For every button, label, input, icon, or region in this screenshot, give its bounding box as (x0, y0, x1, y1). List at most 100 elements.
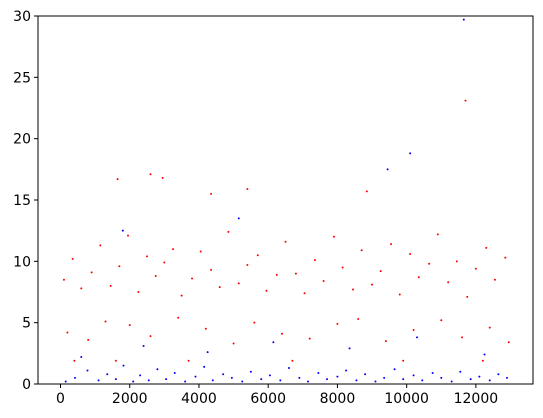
data-point-series-1 (172, 248, 174, 251)
y-tick-label: 0 (22, 377, 31, 393)
data-point-series-0 (469, 378, 472, 381)
data-points (62, 18, 510, 383)
data-point-series-1 (455, 260, 458, 263)
data-point-series-0 (459, 370, 462, 373)
data-point-series-1 (118, 265, 121, 268)
data-point-series-1 (146, 255, 149, 258)
data-point-series-1 (384, 340, 387, 343)
data-point-series-1 (409, 252, 412, 255)
data-point-series-0 (114, 378, 117, 381)
data-point-series-0 (307, 380, 309, 383)
data-point-series-1 (481, 359, 484, 362)
data-point-series-0 (222, 373, 225, 376)
data-point-series-1 (464, 99, 467, 102)
data-point-series-0 (272, 341, 275, 344)
data-point-series-0 (132, 380, 135, 383)
data-point-series-0 (86, 369, 89, 372)
x-tick-label: 8000 (320, 391, 356, 407)
x-tick-label: 10000 (384, 391, 429, 407)
data-point-series-0 (106, 373, 109, 376)
data-point-series-1 (485, 246, 488, 249)
data-point-series-1 (294, 272, 297, 275)
data-point-series-0 (450, 380, 453, 383)
data-point-series-1 (109, 284, 112, 287)
data-point-series-1 (291, 359, 294, 362)
data-point-series-1 (379, 270, 382, 273)
data-point-series-1 (210, 192, 213, 195)
x-tick-label: 12000 (454, 391, 499, 407)
data-point-series-1 (474, 267, 477, 270)
data-point-series-0 (165, 378, 168, 381)
data-point-series-1 (322, 279, 325, 282)
data-point-series-1 (161, 176, 164, 179)
data-point-series-1 (253, 321, 256, 324)
data-point-series-0 (74, 376, 77, 379)
data-point-series-1 (149, 173, 152, 176)
data-point-series-0 (336, 375, 339, 378)
data-point-series-0 (409, 152, 412, 155)
data-point-series-1 (204, 327, 207, 330)
data-point-series-1 (493, 278, 496, 281)
data-point-series-0 (80, 356, 83, 359)
data-point-series-1 (80, 287, 83, 290)
data-point-series-1 (237, 282, 240, 285)
y-axis: 0 5 10 15 20 25 30 (13, 9, 38, 393)
data-point-series-0 (260, 378, 263, 381)
data-point-series-0 (416, 336, 419, 339)
data-point-series-1 (488, 326, 491, 329)
data-point-series-0 (268, 374, 271, 377)
data-point-series-0 (348, 347, 351, 350)
data-point-series-1 (360, 249, 363, 252)
data-point-series-0 (483, 353, 486, 356)
data-point-series-0 (298, 376, 301, 379)
data-point-series-0 (317, 371, 320, 374)
y-tick-label: 25 (13, 70, 31, 86)
data-point-series-1 (199, 250, 202, 253)
data-point-series-0 (402, 378, 405, 381)
data-point-series-0 (203, 365, 206, 368)
data-point-series-1 (177, 316, 180, 319)
data-point-series-0 (139, 374, 142, 377)
data-point-series-1 (90, 271, 93, 274)
data-point-series-1 (256, 254, 259, 257)
data-point-series-0 (249, 370, 252, 373)
data-point-series-1 (116, 178, 119, 181)
data-point-series-0 (173, 371, 176, 374)
data-point-series-0 (355, 379, 358, 382)
x-tick-label: 6000 (250, 391, 286, 407)
data-point-series-1 (357, 317, 360, 320)
data-point-series-0 (440, 376, 443, 379)
data-point-series-1 (275, 273, 278, 276)
data-point-series-1 (163, 261, 166, 264)
data-point-series-1 (87, 338, 90, 341)
data-point-series-1 (507, 341, 510, 344)
x-axis: 0 2000 4000 6000 8000 10000 12000 (56, 384, 498, 407)
data-point-series-0 (121, 229, 124, 232)
data-point-series-0 (431, 371, 434, 374)
data-point-series-0 (184, 380, 187, 383)
data-point-series-1 (210, 268, 213, 271)
data-point-series-1 (127, 234, 129, 237)
y-tick-label: 30 (13, 9, 31, 25)
data-point-series-1 (365, 190, 368, 193)
data-point-series-0 (364, 373, 367, 376)
data-point-series-1 (71, 257, 74, 260)
data-point-series-1 (137, 291, 140, 293)
plot-background (38, 16, 533, 384)
data-point-series-1 (227, 230, 230, 233)
data-point-series-0 (147, 379, 150, 382)
x-tick-label: 2000 (112, 391, 148, 407)
data-point-series-0 (374, 380, 377, 383)
data-point-series-0 (383, 376, 386, 379)
data-point-series-0 (211, 379, 214, 382)
plot-area (37, 15, 534, 385)
data-point-series-1 (149, 335, 152, 338)
data-point-series-0 (506, 376, 509, 379)
data-point-series-1 (128, 324, 131, 327)
y-tick-label: 10 (13, 254, 31, 270)
data-point-series-1 (154, 275, 157, 278)
data-point-series-1 (436, 233, 439, 236)
data-point-series-1 (187, 359, 190, 362)
data-point-series-1 (390, 243, 393, 246)
